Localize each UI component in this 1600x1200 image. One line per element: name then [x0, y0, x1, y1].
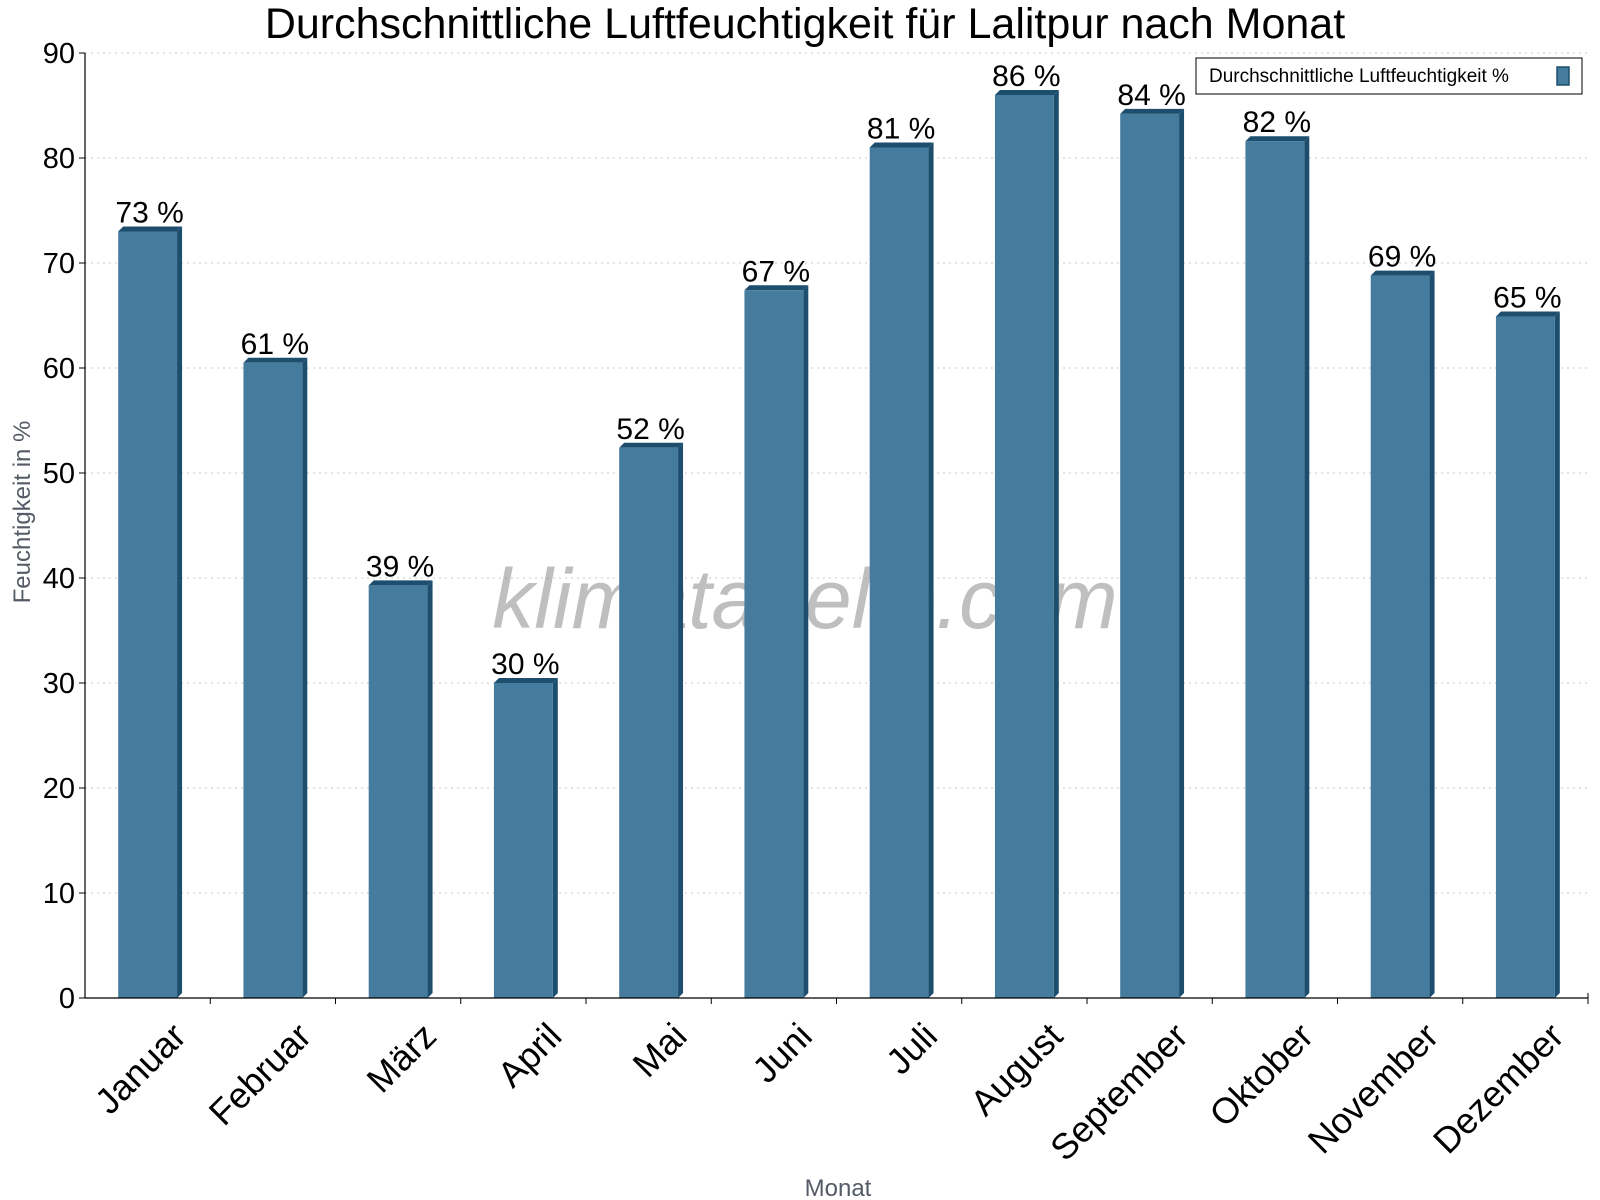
x-tick-label: August: [962, 1015, 1070, 1123]
bar-februar: [243, 357, 308, 998]
data-label: 67 %: [742, 255, 810, 288]
bar-front: [1245, 141, 1305, 998]
bar-top: [1245, 136, 1310, 142]
legend: Durchschnittliche Luftfeuchtigkeit %: [1195, 57, 1583, 95]
bar-front: [619, 447, 679, 998]
bar-september: [1120, 108, 1185, 998]
bar-side: [803, 285, 809, 998]
bar-top: [869, 142, 934, 148]
x-tick-label: Juni: [744, 1015, 820, 1091]
y-tick-label: 50: [43, 458, 75, 490]
bar-side: [1429, 270, 1435, 999]
bar-top: [619, 442, 684, 448]
bar-dezember: [1495, 311, 1560, 998]
bar-front: [869, 147, 929, 998]
bar-side: [427, 580, 433, 998]
data-label: 86 %: [992, 60, 1060, 93]
bar-august: [994, 90, 1059, 998]
x-tick-label: Februar: [201, 1015, 319, 1133]
bars: [118, 90, 1560, 999]
bar-juli: [869, 142, 934, 998]
bar-front: [1120, 113, 1180, 998]
bar-side: [1053, 90, 1059, 998]
bar-front: [994, 95, 1054, 998]
x-tick-label: Januar: [87, 1015, 194, 1122]
legend-label: Durchschnittliche Luftfeuchtigkeit %: [1209, 66, 1509, 87]
y-tick-label: 90: [43, 38, 75, 70]
x-tick-label: September: [1042, 1015, 1196, 1169]
bar-top: [1370, 270, 1435, 276]
bar-top: [493, 678, 558, 683]
bar-side: [1179, 108, 1185, 998]
chart-title: Durchschnittliche Luftfeuchtigkeit für L…: [265, 0, 1345, 48]
legend-swatch: [1556, 66, 1570, 86]
bar-front: [1495, 316, 1555, 998]
bar-side: [928, 142, 934, 998]
data-label: 61 %: [241, 328, 309, 361]
data-label: 81 %: [867, 113, 935, 146]
y-tick-label: 20: [43, 773, 75, 805]
gridlines: [85, 52, 1588, 894]
bar-mai: [619, 442, 684, 998]
x-tick-label: Mai: [625, 1015, 695, 1085]
y-tick-label: 60: [43, 353, 75, 385]
data-label: 84 %: [1117, 79, 1185, 112]
x-tick-label: Oktober: [1201, 1015, 1321, 1135]
bar-side: [678, 442, 684, 998]
bar-front: [243, 362, 303, 998]
data-label: 30 %: [491, 648, 559, 681]
axes: [79, 52, 1589, 1004]
bar-front: [118, 231, 178, 998]
data-label: 73 %: [115, 197, 183, 230]
bar-side: [302, 357, 308, 998]
bar-top: [994, 90, 1059, 95]
bar-top: [243, 357, 308, 363]
y-tick-label: 30: [43, 668, 75, 700]
data-label: 65 %: [1493, 282, 1561, 315]
y-tick-label: 0: [59, 983, 75, 1015]
bar-top: [1495, 311, 1560, 317]
bar-top: [1120, 108, 1185, 114]
y-tick-label: 70: [43, 248, 75, 280]
data-label: 52 %: [616, 413, 684, 446]
bar-januar: [118, 226, 183, 998]
bar-märz: [368, 580, 433, 998]
y-tick-labels: 0 10 20 30 40 50 60 70 80 90: [43, 38, 75, 1015]
x-tick-label: Dezember: [1425, 1015, 1571, 1161]
bar-side: [1304, 136, 1310, 998]
bar-front: [368, 585, 428, 998]
x-tick-label: April: [489, 1015, 569, 1095]
x-tick-label: März: [359, 1015, 445, 1101]
data-labels: 73 % 61 % 39 % 30 % 52 % 67 % 81 % 86 % 84 % 82 %…: [115, 60, 1561, 681]
y-tick-label: 10: [43, 878, 75, 910]
bar-november: [1370, 270, 1435, 999]
bar-top: [744, 285, 809, 291]
data-label: 82 %: [1243, 106, 1311, 139]
data-label: 69 %: [1368, 241, 1436, 274]
x-axis-label: Monat: [805, 1175, 872, 1200]
y-tick-label: 40: [43, 563, 75, 595]
bar-front: [744, 290, 804, 998]
legend-box: [1195, 57, 1583, 95]
y-tick-label: 80: [43, 143, 75, 175]
x-tick-label: Juli: [878, 1015, 945, 1082]
bar-front: [1370, 275, 1430, 999]
x-tick-label: November: [1300, 1015, 1446, 1161]
x-tick-labels: Januar Februar März April Mai Juni Juli AugustS…: [87, 1015, 1572, 1169]
bar-oktober: [1245, 136, 1310, 998]
bar-april: [493, 678, 558, 998]
bar-top: [368, 580, 433, 586]
bar-side: [552, 678, 558, 998]
bar-side: [177, 226, 183, 998]
bar-juni: [744, 285, 809, 998]
data-label: 39 %: [366, 550, 434, 583]
bar-front: [493, 683, 553, 998]
bar-top: [118, 226, 183, 232]
y-axis-label: Feuchtigkeit in %: [9, 421, 36, 604]
bar-side: [1554, 311, 1560, 998]
